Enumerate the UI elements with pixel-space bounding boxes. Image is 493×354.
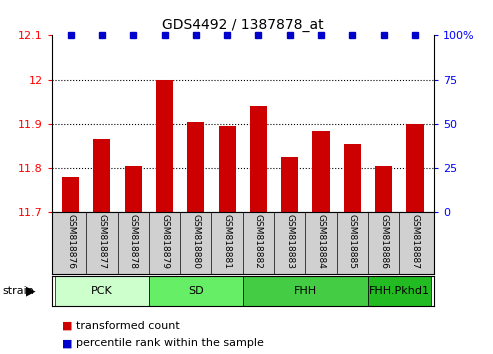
Bar [218,126,236,212]
Text: ■: ■ [62,338,72,348]
Text: GSM818883: GSM818883 [285,214,294,269]
Text: GSM818878: GSM818878 [129,214,138,269]
Text: GSM818876: GSM818876 [66,214,75,269]
Text: percentile rank within the sample: percentile rank within the sample [76,338,264,348]
Text: FHH.Pkhd1: FHH.Pkhd1 [369,286,430,296]
Bar [281,157,298,212]
Bar [406,124,423,212]
Bar [125,166,142,212]
Text: PCK: PCK [91,286,113,296]
Text: transformed count: transformed count [76,321,180,331]
Bar [375,166,392,212]
Text: GSM818886: GSM818886 [379,214,388,269]
Title: GDS4492 / 1387878_at: GDS4492 / 1387878_at [162,18,323,32]
Text: GSM818884: GSM818884 [317,214,325,269]
Text: GSM818882: GSM818882 [254,214,263,269]
Bar [368,276,431,306]
Text: GSM818877: GSM818877 [98,214,106,269]
Text: FHH: FHH [294,286,317,296]
Text: GSM818880: GSM818880 [191,214,200,269]
Text: ■: ■ [62,321,72,331]
Bar [93,139,110,212]
Bar [250,106,267,212]
Bar [187,122,205,212]
Text: GSM818885: GSM818885 [348,214,357,269]
Text: GSM818879: GSM818879 [160,214,169,269]
Bar [55,276,149,306]
Bar [344,144,361,212]
Bar [149,276,243,306]
Bar [243,276,368,306]
Bar [156,80,173,212]
Text: ▶: ▶ [26,285,35,298]
Text: GSM818887: GSM818887 [411,214,420,269]
Bar [313,131,330,212]
Text: GSM818881: GSM818881 [223,214,232,269]
Text: strain: strain [2,286,35,296]
Bar [62,177,79,212]
Text: SD: SD [188,286,204,296]
